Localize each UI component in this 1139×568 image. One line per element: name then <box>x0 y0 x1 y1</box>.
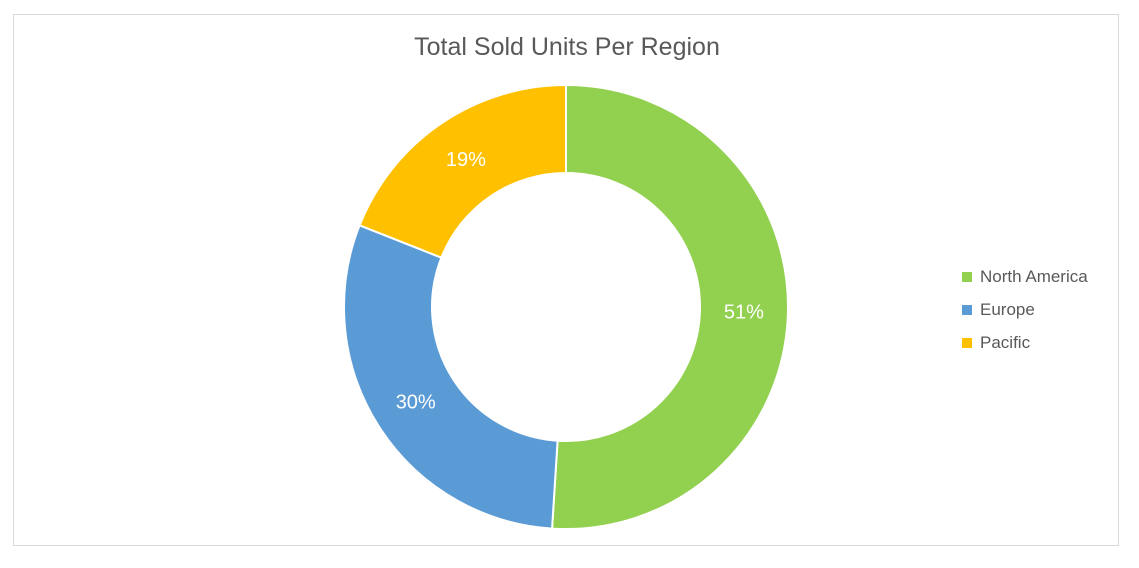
legend-item-pacific: Pacific <box>962 326 1112 359</box>
chart-area: Total Sold Units Per Region 51% 30% 19% No… <box>13 14 1119 546</box>
legend-label: Europe <box>980 300 1035 320</box>
legend-swatch <box>962 272 972 282</box>
legend-swatch <box>962 305 972 315</box>
data-label-pacific: 19% <box>446 149 486 171</box>
chart-legend: North America Europe Pacific <box>962 260 1112 359</box>
donut-slice-europe <box>344 225 558 528</box>
donut-slice-pacific <box>360 85 566 258</box>
legend-label: North America <box>980 267 1088 287</box>
legend-item-europe: Europe <box>962 293 1112 326</box>
data-label-europe: 30% <box>396 391 436 413</box>
legend-item-north-america: North America <box>962 260 1112 293</box>
legend-swatch <box>962 338 972 348</box>
data-label-north-america: 51% <box>724 302 764 324</box>
donut-chart: 51% 30% 19% <box>14 15 1120 547</box>
legend-label: Pacific <box>980 333 1030 353</box>
